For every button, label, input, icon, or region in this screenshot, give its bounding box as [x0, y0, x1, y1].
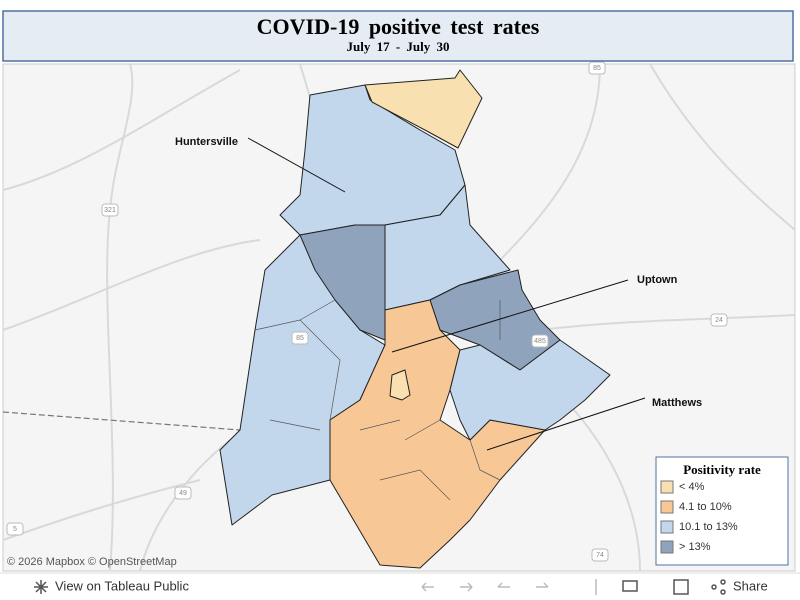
region: [449, 339, 611, 441]
state-line: [2, 411, 241, 431]
road-shield: [101, 203, 119, 217]
legend-label: < 4%: [679, 481, 705, 493]
road-shield-label: 49: [179, 490, 187, 497]
road-shield: [291, 331, 309, 345]
annotation: Uptown: [637, 274, 678, 286]
road-shield: [174, 486, 192, 500]
share-button[interactable]: Share: [733, 578, 768, 593]
road-shield-label: 74: [596, 552, 604, 559]
attribution: © 2026 Mapbox © OpenStreetMap: [7, 556, 177, 568]
road-shield: [6, 522, 24, 536]
annotations: Huntersville Uptown Matthews: [175, 136, 702, 451]
annotation: Huntersville: [175, 136, 238, 148]
legend-label: 4.1 to 10%: [679, 501, 732, 513]
legend-box: [655, 456, 789, 566]
annotation-arrow: [391, 279, 629, 353]
subtitle: July 17 - July 30: [346, 39, 449, 54]
region: [429, 269, 561, 371]
legend-swatch: [660, 500, 674, 514]
road-shield-label: 85: [296, 335, 304, 342]
view-link[interactable]: View on Tableau Public: [55, 578, 189, 593]
legend-swatch: [660, 520, 674, 534]
road-shield: [710, 313, 728, 327]
title-box: [2, 10, 794, 62]
road-shield-label: 85: [593, 65, 601, 72]
legend-swatch: [660, 540, 674, 554]
region: [299, 224, 386, 341]
legend: < 4% 4.1 to 10% 10.1 to 13% > 13%: [660, 480, 738, 554]
road-shield-label: 485: [534, 338, 546, 345]
road-shield: [531, 334, 549, 348]
region: [364, 69, 483, 149]
annotation-arrow: [486, 397, 646, 451]
road-shield-label: 5: [13, 526, 17, 533]
tableau-icon: [34, 580, 48, 594]
legend-title: Positivity rate: [683, 462, 761, 477]
zip-regions: [219, 69, 611, 569]
toolbar: [0, 573, 800, 600]
toolbar-icons: [421, 579, 726, 595]
road-shield: [591, 548, 609, 562]
road-shield-label: 24: [715, 317, 723, 324]
legend-label: > 13%: [679, 541, 711, 553]
road-shield: [588, 61, 606, 75]
legend-swatch: [660, 480, 674, 494]
annotation: Matthews: [652, 397, 702, 409]
road-shields: 321 85 24 485 49 74 5 85: [6, 61, 728, 562]
annotation-arrow: [247, 137, 346, 193]
legend-label: 10.1 to 13%: [679, 521, 738, 533]
region: [389, 369, 411, 401]
road-shield-label: 321: [104, 207, 116, 214]
title: COVID-19 positive test rates: [257, 14, 540, 39]
